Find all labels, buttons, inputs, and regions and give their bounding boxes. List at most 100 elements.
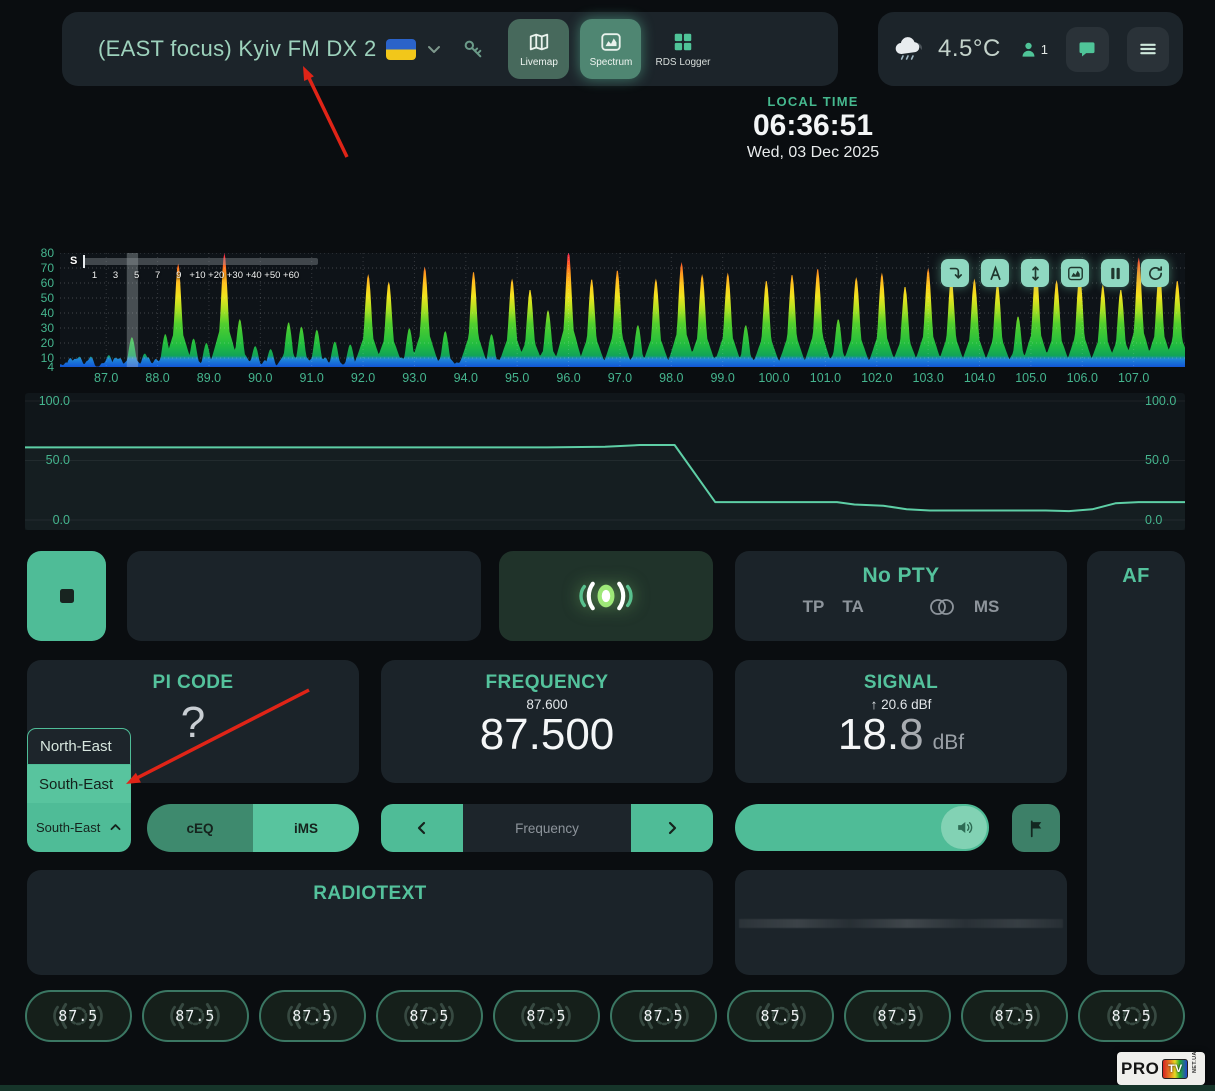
preset-button[interactable]: 87.5 [844, 990, 951, 1042]
signal-unit: dBf [933, 732, 965, 754]
chevron-right-icon [664, 820, 680, 836]
spectrum-tool-letter-a[interactable] [981, 259, 1009, 287]
menu-button[interactable] [1127, 27, 1169, 72]
s-meter: S 13579+10+20+30+40+50+60 [70, 255, 318, 283]
local-time-value: 06:36:51 [613, 109, 1013, 144]
frequency-card: FREQUENCY 87.600 87.500 [381, 660, 713, 783]
spectrum-x-tick: 99.0 [701, 371, 745, 385]
fm-dx-app: (EAST focus) Kyiv FM DX 2 Livemap Spectru… [0, 0, 1215, 1091]
logo-pro-text: PRO [1121, 1059, 1159, 1079]
preset-button[interactable]: 87.5 [259, 990, 366, 1042]
frequency-value: 87.500 [381, 712, 713, 758]
cloud-rain-icon [892, 35, 926, 63]
frequency-input[interactable]: Frequency [463, 804, 631, 852]
preset-frequency: 87.5 [175, 1007, 215, 1025]
map-icon [528, 31, 550, 53]
signal-dec: 8 [899, 712, 923, 758]
spectrum-x-tick: 102.0 [855, 371, 899, 385]
antenna-selected-value: South-East [36, 820, 100, 835]
radiotext-label: RADIOTEXT [27, 883, 713, 905]
chevron-down-icon[interactable] [426, 41, 442, 57]
header-bar: (EAST focus) Kyiv FM DX 2 Livemap Spectru… [62, 12, 838, 86]
preset-button[interactable]: 87.5 [142, 990, 249, 1042]
s-meter-tick: +20 [208, 270, 224, 281]
page-title: (EAST focus) Kyiv FM DX 2 [98, 36, 376, 62]
preset-frequency: 87.5 [995, 1007, 1035, 1025]
preset-button[interactable]: 87.5 [727, 990, 834, 1042]
stop-button[interactable] [27, 551, 106, 641]
spectrum-tool-arrows-vertical[interactable] [1021, 259, 1049, 287]
spectrum-y-tick: 60 [16, 276, 54, 290]
volume-thumb[interactable] [941, 806, 987, 849]
signal-label: SIGNAL [735, 672, 1067, 694]
s-meter-tick: 9 [176, 270, 181, 281]
s-meter-tick: +50 [264, 270, 280, 281]
temperature-value: 4.5°C [938, 35, 1001, 63]
volume-slider[interactable] [735, 804, 989, 851]
spectrum-x-tick: 93.0 [392, 371, 436, 385]
pi-code-label: PI CODE [27, 672, 359, 694]
antenna-option-north-east[interactable]: North-East [27, 728, 131, 765]
spectrum-tool-refresh[interactable] [1141, 259, 1169, 287]
spectrum-y-tick: 30 [16, 321, 54, 335]
header-status-bar: 4.5°C 1 [878, 12, 1183, 86]
signal-history-graph: 100.0100.050.050.00.00.0 [0, 388, 1215, 533]
local-time-label: LOCAL TIME [613, 94, 1013, 109]
nav-livemap[interactable]: Livemap [508, 19, 569, 79]
signal-int: 18. [838, 712, 899, 758]
chart-icon [600, 31, 622, 53]
history-y-tick-left: 50.0 [15, 453, 70, 467]
hamburger-icon [1138, 39, 1158, 59]
preset-button[interactable]: 87.5 [610, 990, 717, 1042]
spectrum-x-tick: 105.0 [1009, 371, 1053, 385]
preset-button[interactable]: 87.5 [376, 990, 483, 1042]
ims-toggle[interactable]: iMS [253, 804, 359, 852]
ceq-toggle[interactable]: cEQ [147, 804, 253, 852]
local-clock: LOCAL TIME 06:36:51 Wed, 03 Dec 2025 [613, 94, 1013, 162]
listeners-counter: 1 [1019, 40, 1048, 59]
spectrum-x-tick: 103.0 [906, 371, 950, 385]
s-meter-tick: +60 [283, 270, 299, 281]
flag-button[interactable] [1012, 804, 1060, 852]
preset-button[interactable]: 87.5 [25, 990, 132, 1042]
spectrum-tool-chart[interactable] [1061, 259, 1089, 287]
ta-flag: TA [842, 597, 863, 617]
preset-button[interactable]: 87.5 [961, 990, 1068, 1042]
preset-frequency: 87.5 [292, 1007, 332, 1025]
spectrum-y-tick: 4 [16, 360, 54, 374]
nav-spectrum[interactable]: Spectrum [580, 19, 641, 79]
spectrum-x-tick: 107.0 [1112, 371, 1156, 385]
signal-card: SIGNAL ↑ 20.6 dBf 18. 8 dBf [735, 660, 1067, 783]
audio-play-card[interactable] [499, 551, 713, 641]
key-icon[interactable] [462, 38, 484, 60]
spectrum-x-tick: 87.0 [84, 371, 128, 385]
spectrum-x-tick: 96.0 [547, 371, 591, 385]
preset-button[interactable]: 87.5 [493, 990, 600, 1042]
spectrum-tool-corner-down-arrow[interactable] [941, 259, 969, 287]
presets-row: 87.587.587.587.587.587.587.587.587.587.5 [25, 990, 1185, 1042]
preset-button[interactable]: 87.5 [1078, 990, 1185, 1042]
spectrum-y-tick: 80 [16, 246, 54, 260]
chat-button[interactable] [1066, 27, 1108, 72]
spectrum-graph[interactable]: S 13579+10+20+30+40+50+60 80706050403020… [0, 245, 1215, 395]
tune-down-button[interactable] [381, 804, 463, 852]
ukraine-flag-icon [386, 39, 416, 60]
spectrum-y-tick: 40 [16, 306, 54, 320]
spectrum-tool-pause[interactable] [1101, 259, 1129, 287]
ms-flag: MS [974, 597, 1000, 617]
spectrum-y-tick: 70 [16, 261, 54, 275]
signal-history-canvas [25, 393, 1185, 530]
nav-rds-logger[interactable]: RDS Logger [652, 19, 713, 79]
spectrum-y-tick: 50 [16, 291, 54, 305]
scope-waveform [739, 919, 1063, 928]
s-meter-tick: 5 [134, 270, 139, 281]
tune-up-button[interactable] [631, 804, 713, 852]
spectrum-y-tick: 20 [16, 336, 54, 350]
nav-label: Spectrum [590, 57, 633, 68]
antenna-select[interactable]: South-East [27, 803, 131, 852]
history-y-tick-left: 0.0 [15, 513, 70, 527]
antenna-option-south-east[interactable]: South-East [27, 765, 131, 803]
preset-frequency: 87.5 [58, 1007, 98, 1025]
preset-frequency: 87.5 [643, 1007, 683, 1025]
signal-value: 18. 8 dBf [735, 712, 1067, 758]
